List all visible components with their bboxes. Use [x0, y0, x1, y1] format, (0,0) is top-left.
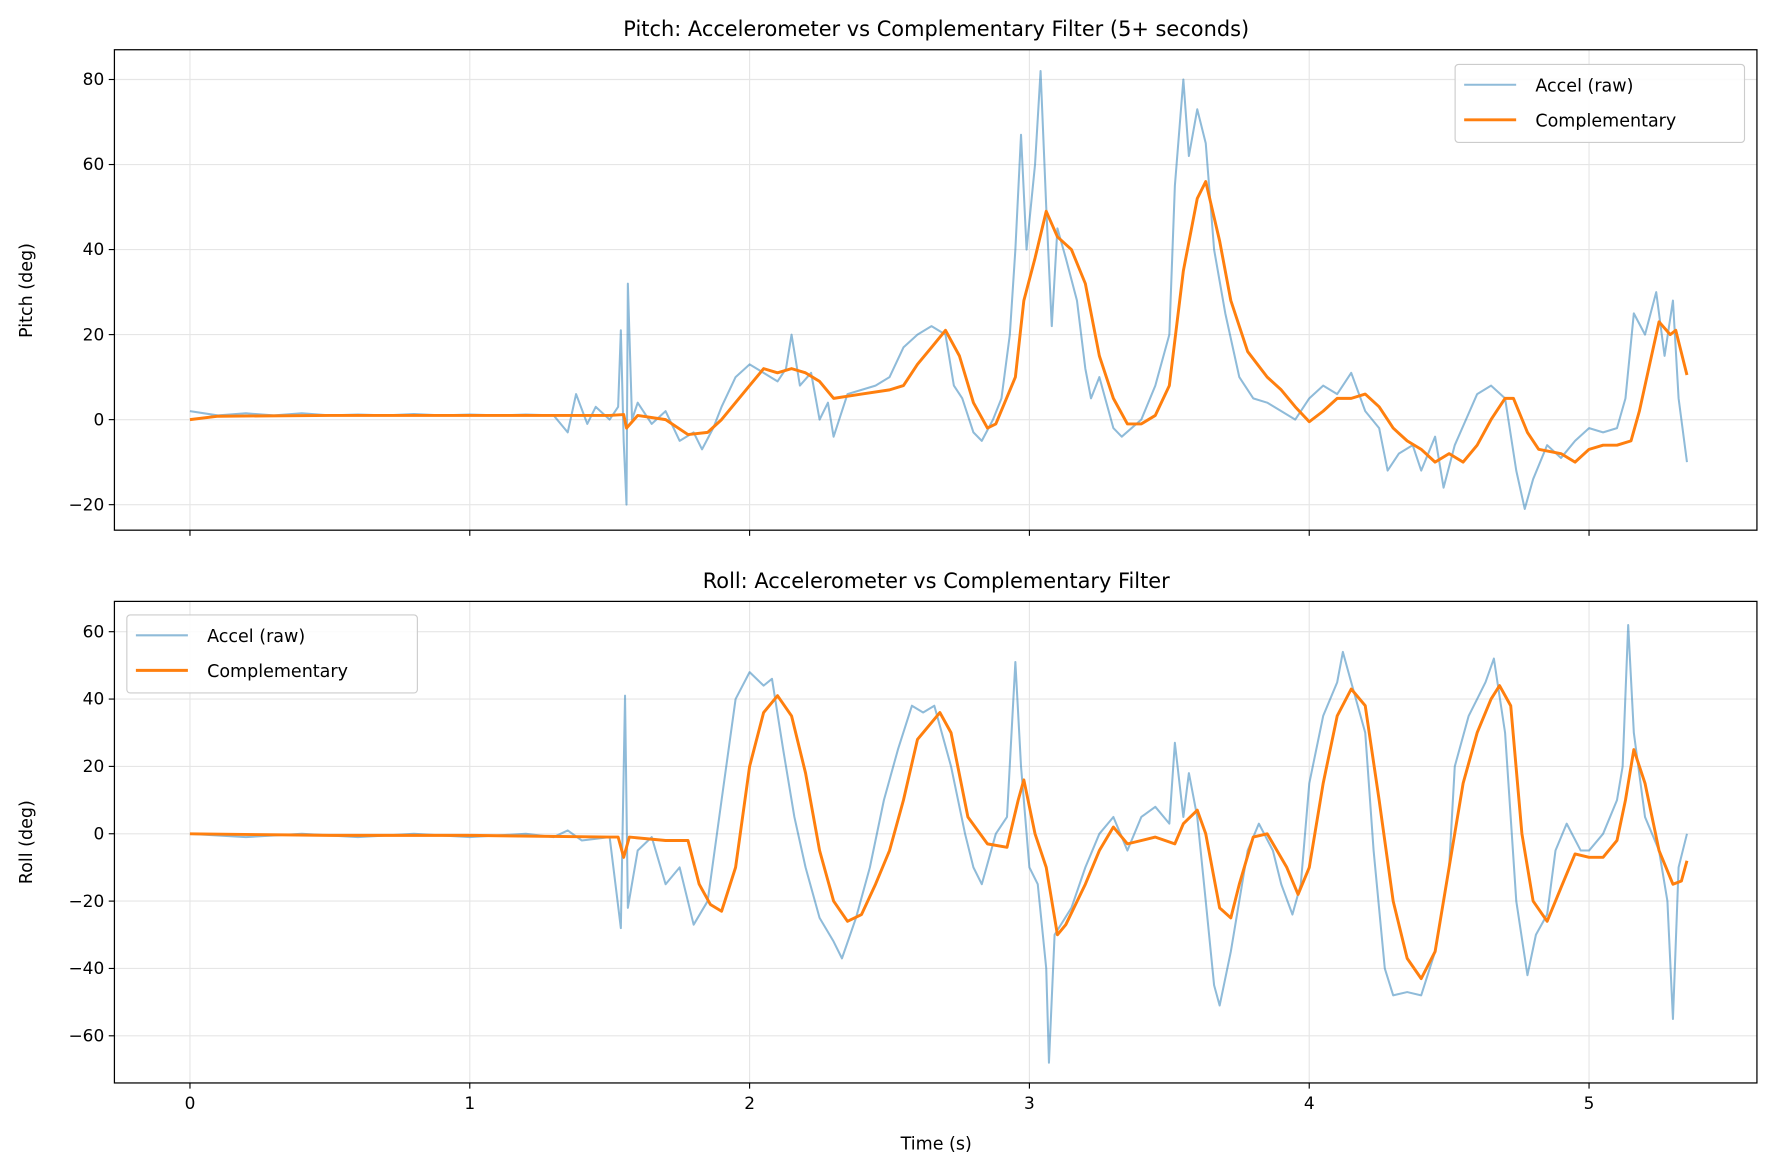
roll-ylabel: Roll (deg): [17, 800, 37, 884]
roll-series-accel-raw-line: [189, 623, 1688, 1064]
pitch-legend: Accel (raw) Complementary: [1454, 63, 1746, 143]
roll-xlabel: Time (s): [900, 1135, 972, 1155]
pitch-y-tick-label: 40: [83, 239, 105, 259]
pitch-y-tick-label: 20: [83, 324, 105, 344]
roll-legend-box: [126, 614, 418, 694]
roll-legend-label: Complementary: [207, 662, 348, 682]
roll-x-tick-label: 3: [1024, 1093, 1035, 1113]
roll-series-complementary-line: [189, 684, 1689, 981]
roll-axes-frame: [113, 600, 1758, 1084]
roll-y-tick-label: 0: [93, 823, 104, 843]
roll-title: Roll: Accelerometer vs Complementary Fil…: [703, 569, 1170, 593]
roll-y-tick-label: −60: [68, 1025, 104, 1045]
pitch-y-tick-label: −20: [68, 494, 104, 514]
pitch-title: Pitch: Accelerometer vs Complementary Fi…: [623, 17, 1249, 41]
roll-y-tick-label: 60: [83, 621, 105, 641]
roll-x-tick-label: 0: [185, 1093, 196, 1113]
roll-legend-label: Accel (raw): [207, 627, 305, 647]
pitch-ylabel: Pitch (deg): [17, 243, 37, 338]
roll-axes: Roll: Accelerometer vs Complementary Fil…: [17, 569, 1758, 1155]
pitch-y-tick-label: 0: [93, 409, 104, 429]
roll-y-tick-label: 40: [83, 689, 105, 709]
roll-x-tick-label: 1: [464, 1093, 475, 1113]
roll-x-tick-label: 2: [744, 1093, 755, 1113]
roll-x-tick-label: 4: [1304, 1093, 1315, 1113]
pitch-legend-label: Accel (raw): [1535, 77, 1633, 97]
pitch-legend-box: [1454, 63, 1746, 143]
roll-legend: Accel (raw) Complementary: [126, 614, 418, 694]
pitch-series-complementary-line: [189, 180, 1689, 464]
pitch-legend-label: Complementary: [1535, 112, 1676, 132]
roll-x-tick-label: 5: [1584, 1093, 1595, 1113]
pitch-axes-frame: [113, 49, 1758, 531]
roll-y-tick-label: −20: [68, 891, 104, 911]
pitch-y-tick-label: 80: [83, 69, 105, 89]
roll-y-tick-label: −40: [68, 958, 104, 978]
pitch-series-accel-raw-line: [189, 69, 1688, 510]
pitch-axes: Pitch: Accelerometer vs Complementary Fi…: [17, 17, 1758, 536]
roll-y-tick-label: 20: [83, 756, 105, 776]
pitch-y-tick-label: 60: [83, 154, 105, 174]
